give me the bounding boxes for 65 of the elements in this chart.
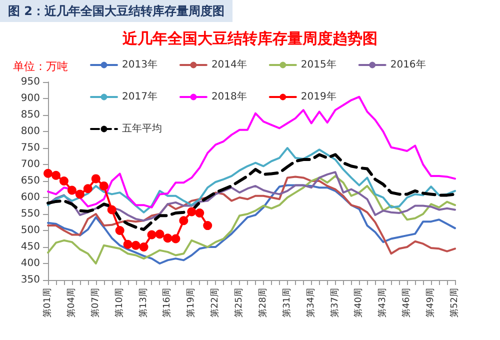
x-tick-label: 第10周 xyxy=(114,288,125,318)
x-tick-label: 第46周 xyxy=(401,288,412,318)
y-tick-label: 600 xyxy=(20,192,40,203)
y-tick-label: 400 xyxy=(20,258,40,269)
point xyxy=(187,207,196,216)
legend-label: 2018年 xyxy=(211,90,247,102)
y-tick-label: 700 xyxy=(20,159,40,170)
y-tick-label: 950 xyxy=(20,76,40,88)
legend-label: 2019年 xyxy=(300,90,336,102)
point xyxy=(75,190,84,199)
legend-label: 2013年 xyxy=(122,58,158,70)
x-tick-label: 第01周 xyxy=(42,288,53,318)
x-tick-label: 第37周 xyxy=(329,288,340,318)
point xyxy=(195,208,204,218)
x-tick-label: 第13周 xyxy=(138,288,149,318)
point xyxy=(155,230,164,239)
y-tick-label: 850 xyxy=(20,110,40,120)
x-tick-label: 第31周 xyxy=(281,288,292,318)
chart-subtitle: 近几年全国大豆结转库存量周度趋势图 xyxy=(122,30,378,48)
point xyxy=(44,168,52,178)
chart-title: 图 2：近几年全国大豆结转库存量周度图 xyxy=(8,4,225,18)
point xyxy=(99,181,108,190)
point xyxy=(91,174,100,184)
x-tick-label: 第28周 xyxy=(257,288,268,318)
point xyxy=(59,176,68,186)
y-tick-label: 800 xyxy=(20,126,40,137)
y-tick-label: 650 xyxy=(20,176,40,186)
x-tick-label: 第52周 xyxy=(449,288,460,318)
line-series xyxy=(46,153,456,232)
point xyxy=(83,184,92,194)
point xyxy=(179,216,188,226)
x-tick-label: 第19周 xyxy=(186,288,197,318)
legend-label: 五年平均 xyxy=(122,122,162,134)
y-tick-label: 450 xyxy=(20,242,40,252)
point xyxy=(147,230,156,240)
x-tick-label: 第40周 xyxy=(353,288,364,318)
legend-label: 2017年 xyxy=(122,90,158,102)
legend-label: 2016年 xyxy=(390,58,426,70)
point xyxy=(139,242,148,252)
point xyxy=(203,221,212,230)
y-tick-label: 750 xyxy=(20,142,40,154)
x-tick-label: 第49周 xyxy=(425,288,436,318)
y-tick-label: 900 xyxy=(20,93,40,104)
legend-label: 2014年 xyxy=(211,58,247,70)
line-series xyxy=(47,147,456,214)
point xyxy=(51,170,60,180)
point xyxy=(163,234,172,243)
point xyxy=(123,240,132,249)
point xyxy=(131,240,140,250)
x-tick-label: 第43周 xyxy=(377,288,388,318)
point xyxy=(115,226,124,235)
x-tick-label: 第25周 xyxy=(234,288,245,318)
y-tick-label: 350 xyxy=(20,274,40,286)
point xyxy=(107,205,116,214)
y-axis-title: 单位：万吨 xyxy=(13,60,68,73)
x-tick-label: 第34周 xyxy=(305,288,316,318)
y-tick-label: 500 xyxy=(20,225,40,236)
x-tick-label: 第04周 xyxy=(66,288,77,318)
y-tick-label: 550 xyxy=(20,208,40,220)
point xyxy=(171,234,180,244)
point xyxy=(67,186,76,195)
x-tick-label: 第16周 xyxy=(162,288,173,318)
x-tick-label: 第07周 xyxy=(90,288,101,318)
x-tick-label: 第22周 xyxy=(210,288,221,318)
legend-label: 2015年 xyxy=(300,58,336,70)
